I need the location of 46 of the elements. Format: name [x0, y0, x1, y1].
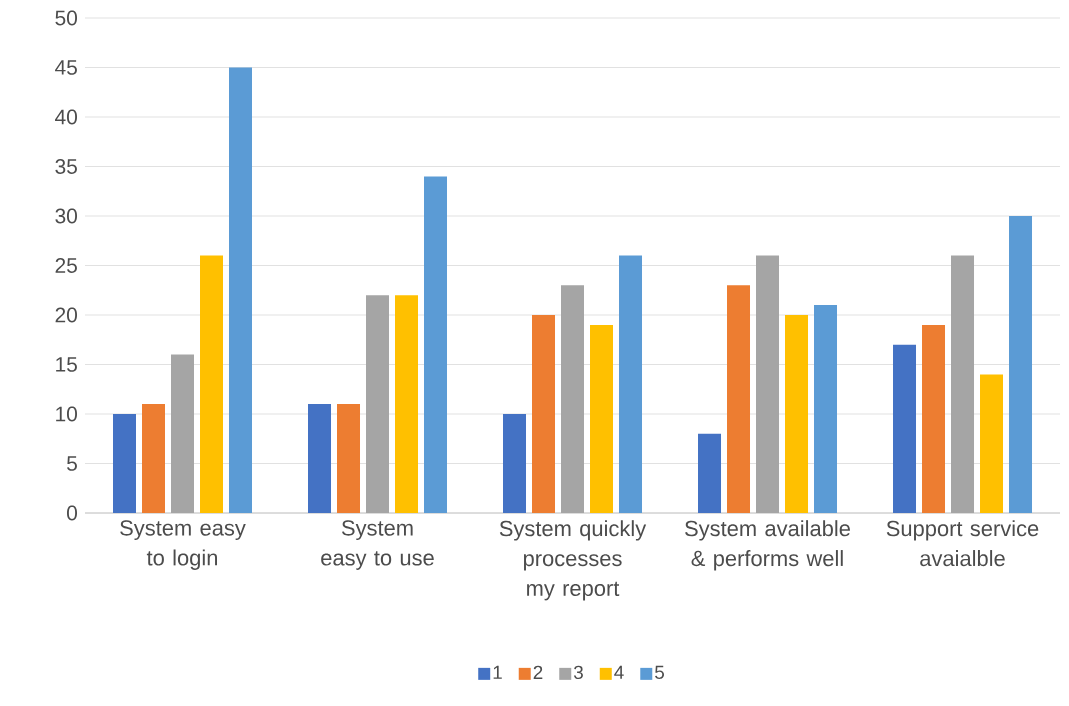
y-tick-label: 5: [67, 456, 77, 471]
bar: [395, 295, 418, 513]
bar: [785, 315, 809, 513]
x-tick-label: System easy to use: [321, 520, 434, 570]
bar: [366, 295, 389, 513]
bar: [424, 176, 447, 513]
y-tick-label: 15: [56, 357, 77, 372]
bar: [171, 354, 194, 513]
x-tick-label: System available & performs well: [685, 520, 850, 571]
bar: [229, 67, 252, 513]
bar: [951, 255, 975, 513]
y-tick-label: 40: [55, 109, 77, 125]
bar: [619, 255, 643, 513]
y-tick-label: 10: [56, 406, 77, 422]
bar: [980, 374, 1004, 513]
legend-label: 2: [533, 665, 543, 679]
bar: [893, 344, 917, 513]
legend-label: 1: [493, 665, 502, 679]
y-tick-label: 30: [55, 208, 77, 224]
y-tick-label: 25: [55, 258, 77, 273]
legend-label: 3: [573, 665, 583, 680]
bar: [1009, 216, 1033, 513]
legend-label: 4: [614, 665, 624, 679]
bar: [532, 315, 555, 513]
y-tick-label: 0: [67, 505, 78, 521]
y-tick-label: 50: [55, 10, 77, 26]
y-tick-label: 35: [55, 159, 77, 174]
bar: [698, 433, 722, 513]
bar: [142, 404, 165, 513]
legend-label: 5: [655, 665, 664, 679]
bar: [814, 305, 838, 513]
bar: [756, 255, 780, 513]
bar: [200, 255, 223, 513]
bar: [308, 404, 331, 513]
bar: [337, 404, 360, 513]
bar: [561, 285, 584, 513]
bar: [590, 324, 614, 513]
y-tick-label: 45: [55, 60, 77, 75]
bar: [727, 285, 751, 513]
x-tick-label: System easy to login: [120, 520, 246, 570]
y-tick-label: 20: [55, 307, 77, 323]
x-tick-label: Support service avaialble: [886, 520, 1039, 567]
bar: [503, 414, 526, 513]
bar: [113, 414, 136, 513]
x-tick-label: System quickly processes my report: [499, 520, 647, 601]
bar: [922, 324, 946, 513]
